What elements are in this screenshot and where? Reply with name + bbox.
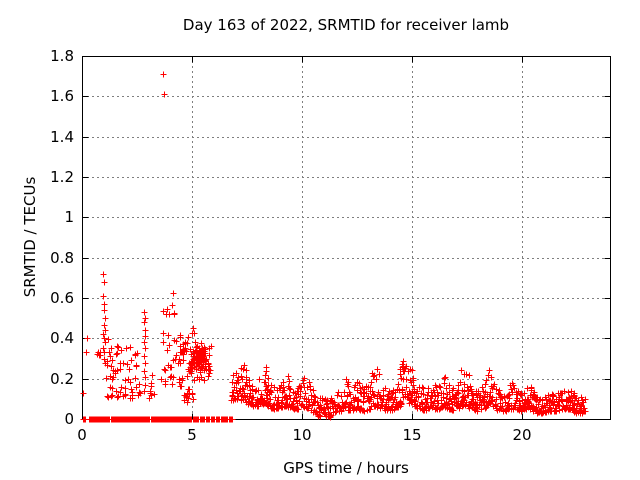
axis-ticks — [82, 56, 611, 420]
y-axis-label: SRMTID / TECUs — [21, 176, 39, 298]
y-tick-label: 1.2 — [50, 168, 74, 186]
y-tick-label: 1.6 — [50, 87, 74, 106]
x-tick-label: 0 — [77, 426, 87, 444]
y-tick-label: 0.8 — [50, 248, 74, 267]
y-tick-label: 0 — [64, 410, 74, 428]
x-tick-label: 15 — [402, 426, 422, 444]
scatter-points — [80, 71, 589, 423]
x-tick-label: 20 — [512, 426, 532, 444]
grid-lines — [82, 56, 610, 419]
y-tick-label: 0.4 — [50, 329, 74, 348]
y-tick-label: 0.2 — [50, 369, 74, 388]
plot-border — [82, 56, 611, 420]
y-tick-label: 1.8 — [50, 47, 74, 65]
y-tick-label: 1 — [64, 208, 74, 227]
x-tick-label: 5 — [187, 426, 197, 444]
y-tick-label: 1.4 — [50, 127, 74, 146]
x-tick-label: 10 — [292, 426, 312, 444]
x-axis-label: GPS time / hours — [283, 459, 409, 477]
y-tick-label: 0.6 — [50, 289, 74, 307]
chart-title: Day 163 of 2022, SRMTID for receiver lam… — [182, 16, 510, 34]
